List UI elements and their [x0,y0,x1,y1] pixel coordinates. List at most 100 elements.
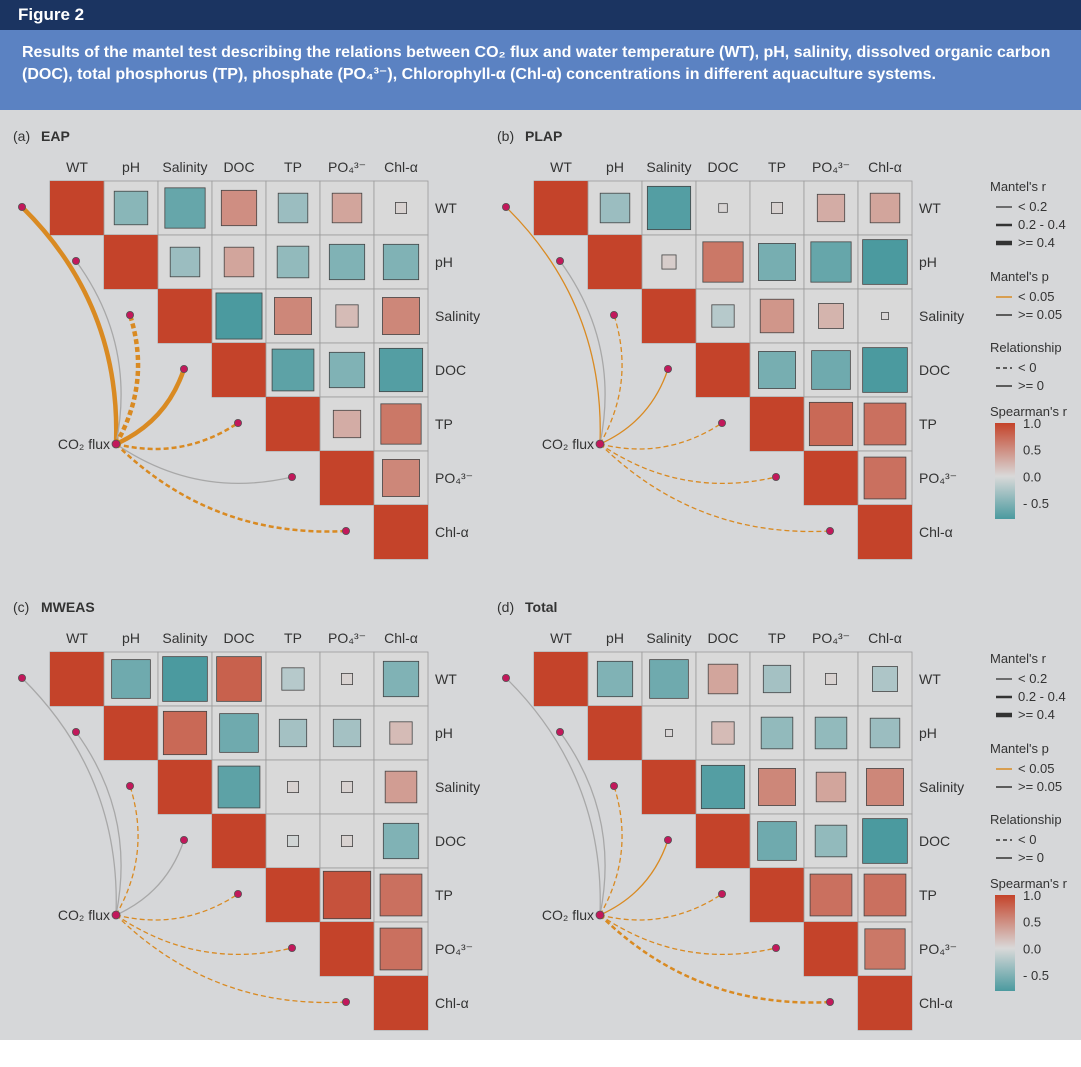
row-label-a: PO₄³⁻ [435,470,473,486]
panel-title-a: EAP [41,128,70,144]
col-label-c: WT [66,630,88,646]
panel-tag-b: (b) [497,128,514,144]
heat-square [811,350,851,390]
heat-square [341,781,353,793]
heat-square [276,245,310,279]
panel-title-c: MWEAS [41,599,95,615]
heat-square [816,193,846,223]
row-label-a: Salinity [435,308,480,324]
col-label-d: DOC [707,630,738,646]
row-label-d: Salinity [919,779,964,795]
mantel-link [115,914,347,1004]
heat-square [702,241,744,283]
variable-node [556,256,565,265]
panel-a: (a) EAP WT pH Salinity DOC TP PO₄³⁻ Chl-α WT pH Sal… [13,128,480,560]
row-label-c: WT [435,671,457,687]
row-label-a: TP [435,416,453,432]
panel-b: (b) PLAP WT pH Salinity DOC TP PO₄³⁻ Chl-α WT pH Sa… [497,128,964,560]
heat-square [596,660,634,698]
row-label-b: pH [919,254,937,270]
panel-c: (c) MWEAS WT pH Salinity DOC TP PO₄³⁻ Chl-α WT pH S… [13,599,480,1031]
legend-entry: < 0.2 [1018,199,1047,214]
heat-square [700,764,746,810]
row-label-c: pH [435,725,453,741]
mantel-link [115,893,239,921]
mantel-link [599,368,669,445]
heat-square [809,873,853,917]
heat-square [815,771,847,803]
heat-square [382,660,420,698]
legend-title: Mantel's r [990,651,1047,666]
row-label-c: PO₄³⁻ [435,941,473,957]
row-label-d: pH [919,725,937,741]
variable-node [718,890,727,899]
panel-tag-d: (d) [497,599,514,615]
heat-square [818,303,844,329]
row-label-d: PO₄³⁻ [919,941,957,957]
panel-title-b: PLAP [525,128,562,144]
legend-0: Mantel's r < 0.2 0.2 - 0.4 >= 0.4 Mantel's p… [990,179,1068,519]
col-label-b: TP [768,159,786,175]
variable-node [556,728,565,737]
heat-square [534,181,588,235]
panel-tag-c: (c) [13,599,29,615]
flux-label-a: CO₂ flux [58,436,110,452]
variable-node [610,310,619,319]
colorbar-tick: 0.0 [1023,469,1041,484]
heat-square [869,717,901,749]
row-label-d: WT [919,671,941,687]
heat-square [862,347,908,393]
col-label-a: DOC [223,159,254,175]
heat-square [814,824,848,858]
col-label-d: WT [550,630,572,646]
colorbar-tick: 1.0 [1023,416,1041,431]
col-label-b: PO₄³⁻ [812,159,850,175]
col-label-d: PO₄³⁻ [812,630,850,646]
heat-square [378,347,424,393]
heat-square [534,652,588,706]
mantel-link [599,893,723,921]
heat-square [328,243,366,281]
colorbar [995,895,1015,991]
row-label-a: Chl-α [435,524,469,540]
heat-square [758,351,796,389]
legend-entry: >= 0.05 [1018,307,1062,322]
variable-node [501,674,510,683]
heat-square [216,656,262,702]
heat-square [382,822,420,860]
mantel-link [599,785,623,916]
variable-node [826,527,835,536]
heat-square [858,976,912,1030]
mantel-link [115,839,185,916]
heat-square [50,652,104,706]
heat-square [104,706,158,760]
col-label-c: pH [122,630,140,646]
row-label-a: pH [435,254,453,270]
mantel-link [20,205,119,445]
flux-label-b: CO₂ flux [542,436,594,452]
heat-square [164,187,206,229]
heat-square [287,835,299,847]
heat-square [810,241,852,283]
heat-square [665,729,673,737]
heat-square [266,868,320,922]
heat-square [332,409,362,439]
variable-node [72,256,81,265]
heat-square [642,760,696,814]
mantel-link [115,785,139,916]
mantel-link [75,260,122,445]
heat-square [384,770,418,804]
variable-node [17,674,26,683]
heat-square [219,713,259,753]
col-label-c: DOC [223,630,254,646]
heat-square [642,289,696,343]
mantel-link [115,914,293,956]
legend-title: Mantel's p [990,269,1049,284]
heat-square [379,873,423,917]
legend-entry: 0.2 - 0.4 [1018,217,1066,232]
heat-square [332,718,362,748]
colorbar-tick: 0.5 [1023,443,1041,458]
colorbar-tick: - 0.5 [1023,968,1049,983]
variable-node [664,836,673,845]
variable-node [501,202,510,211]
